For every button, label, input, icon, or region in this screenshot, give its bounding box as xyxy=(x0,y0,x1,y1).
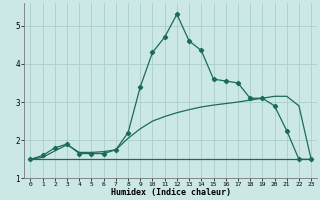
X-axis label: Humidex (Indice chaleur): Humidex (Indice chaleur) xyxy=(111,188,231,197)
